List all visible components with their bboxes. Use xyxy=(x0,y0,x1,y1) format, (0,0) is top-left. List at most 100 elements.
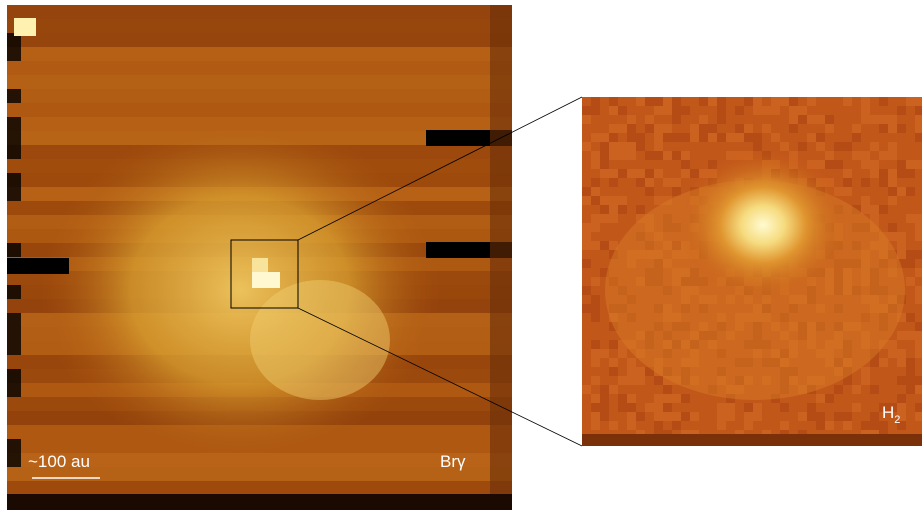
noise-pixel xyxy=(825,124,834,133)
noise-pixel xyxy=(915,403,922,412)
stripe xyxy=(7,481,512,495)
noise-pixel xyxy=(582,259,591,268)
noise-pixel xyxy=(663,151,672,160)
noise-pixel xyxy=(897,160,906,169)
noise-pixel xyxy=(627,133,636,142)
noise-pixel xyxy=(915,160,922,169)
stripe-end xyxy=(7,285,21,299)
noise-pixel xyxy=(915,124,922,133)
panel-label-main: H xyxy=(882,403,894,422)
noise-pixel xyxy=(699,115,708,124)
noise-pixel xyxy=(861,196,870,205)
noise-pixel xyxy=(654,151,663,160)
noise-pixel xyxy=(807,115,816,124)
noise-pixel xyxy=(915,115,922,124)
noise-pixel xyxy=(609,421,618,430)
stripe-end xyxy=(7,47,21,61)
noise-pixel xyxy=(861,376,870,385)
noise-pixel xyxy=(915,250,922,259)
noise-pixel xyxy=(591,403,600,412)
stripe-end xyxy=(7,453,21,467)
noise-pixel xyxy=(888,196,897,205)
noise-pixel xyxy=(834,412,843,421)
noise-pixel xyxy=(906,376,915,385)
noise-pixel xyxy=(807,97,816,106)
noise-pixel xyxy=(654,169,663,178)
noise-pixel xyxy=(807,403,816,412)
noise-pixel xyxy=(636,367,645,376)
noise-pixel xyxy=(870,169,879,178)
noise-pixel xyxy=(879,205,888,214)
noise-pixel xyxy=(834,385,843,394)
noise-pixel xyxy=(582,241,591,250)
noise-pixel xyxy=(906,214,915,223)
noise-pixel xyxy=(915,412,922,421)
noise-pixel xyxy=(915,295,922,304)
noise-pixel xyxy=(591,421,600,430)
noise-pixel xyxy=(753,97,762,106)
noise-pixel xyxy=(591,214,600,223)
noise-pixel xyxy=(600,394,609,403)
noise-pixel xyxy=(654,394,663,403)
noise-pixel xyxy=(663,97,672,106)
brgamma-map: ~100 au Brγ xyxy=(7,5,512,510)
noise-pixel xyxy=(834,142,843,151)
noise-pixel xyxy=(645,151,654,160)
noise-pixel xyxy=(609,142,618,151)
noise-pixel xyxy=(744,124,753,133)
noise-pixel xyxy=(600,151,609,160)
noise-pixel xyxy=(591,394,600,403)
noise-pixel xyxy=(771,97,780,106)
noise-pixel xyxy=(627,115,636,124)
noise-pixel xyxy=(915,385,922,394)
noise-pixel xyxy=(888,223,897,232)
noise-pixel xyxy=(636,133,645,142)
noise-pixel xyxy=(600,403,609,412)
emission-lobe xyxy=(250,280,390,400)
noise-pixel xyxy=(591,277,600,286)
noise-pixel xyxy=(600,241,609,250)
noise-pixel xyxy=(663,385,672,394)
noise-pixel xyxy=(852,403,861,412)
noise-pixel xyxy=(771,106,780,115)
noise-pixel xyxy=(843,412,852,421)
noise-pixel xyxy=(870,385,879,394)
noise-pixel xyxy=(645,169,654,178)
noise-pixel xyxy=(618,394,627,403)
noise-pixel xyxy=(906,97,915,106)
noise-pixel xyxy=(681,151,690,160)
noise-pixel xyxy=(663,178,672,187)
noise-pixel xyxy=(726,133,735,142)
emission-core xyxy=(678,150,848,300)
noise-pixel xyxy=(699,133,708,142)
noise-pixel xyxy=(663,412,672,421)
stripe-end xyxy=(7,439,21,453)
noise-pixel xyxy=(843,178,852,187)
noise-pixel xyxy=(780,142,789,151)
noise-pixel xyxy=(645,115,654,124)
noise-pixel xyxy=(618,151,627,160)
noise-pixel xyxy=(825,115,834,124)
noise-pixel xyxy=(780,97,789,106)
noise-pixel xyxy=(843,421,852,430)
noise-pixel xyxy=(636,169,645,178)
noise-pixel xyxy=(870,115,879,124)
noise-pixel xyxy=(654,142,663,151)
noise-pixel xyxy=(591,349,600,358)
noise-pixel xyxy=(627,367,636,376)
noise-pixel xyxy=(915,268,922,277)
noise-pixel xyxy=(591,151,600,160)
noise-pixel xyxy=(645,178,654,187)
noise-pixel xyxy=(870,142,879,151)
noise-pixel xyxy=(582,142,591,151)
noise-pixel xyxy=(582,286,591,295)
noise-pixel xyxy=(753,106,762,115)
noise-pixel xyxy=(681,169,690,178)
noise-pixel xyxy=(717,133,726,142)
noise-pixel xyxy=(861,115,870,124)
noise-pixel xyxy=(582,196,591,205)
noise-pixel xyxy=(654,106,663,115)
noise-pixel xyxy=(915,286,922,295)
noise-pixel xyxy=(663,394,672,403)
noise-pixel xyxy=(870,205,879,214)
